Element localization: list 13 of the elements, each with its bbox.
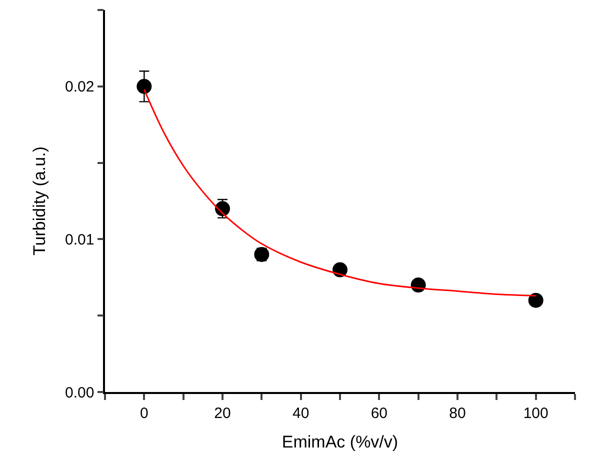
- x-axis-title: EmimAc (%v/v): [282, 432, 398, 452]
- x-tick-label: 20: [214, 404, 231, 422]
- point: [528, 292, 544, 308]
- y-tick-label: 0.00: [65, 384, 94, 402]
- point: [136, 78, 152, 94]
- x-tick-label: 40: [292, 404, 310, 422]
- x-tick-label: 80: [449, 404, 466, 422]
- y-tick-label: 0.02: [65, 78, 94, 96]
- y-axis-title: Turbidity (a.u.): [30, 146, 50, 256]
- x-tick-label: 0: [140, 404, 148, 422]
- x-tick-label: 60: [370, 404, 388, 422]
- x-tick-label: 100: [523, 404, 548, 422]
- y-tick-label: 0.01: [65, 231, 94, 248]
